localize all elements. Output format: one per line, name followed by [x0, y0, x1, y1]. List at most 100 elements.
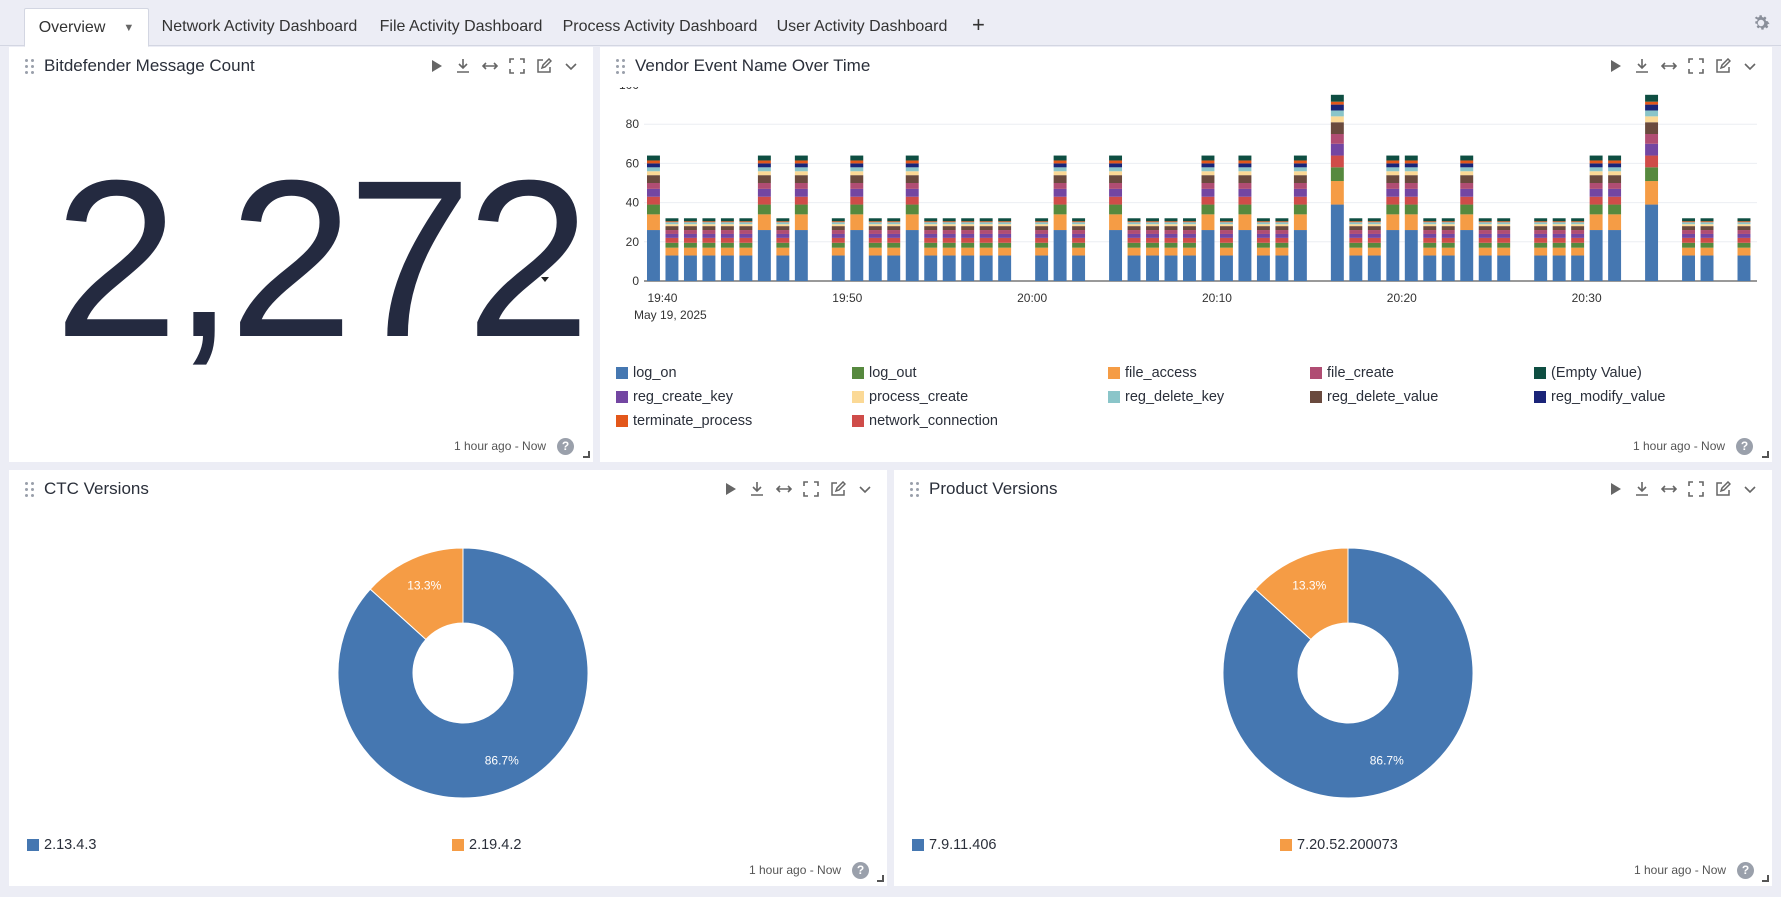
- bar-stack[interactable]: [1053, 155, 1067, 281]
- bar-segment[interactable]: [1035, 230, 1049, 234]
- bar-stack[interactable]: [1423, 218, 1437, 281]
- bar-segment[interactable]: [702, 222, 716, 225]
- bar-segment[interactable]: [1441, 255, 1455, 281]
- bar-segment[interactable]: [1608, 163, 1622, 168]
- bar-segment[interactable]: [1571, 221, 1585, 223]
- bar-segment[interactable]: [1423, 218, 1437, 222]
- bar-segment[interactable]: [887, 222, 901, 225]
- bar-segment[interactable]: [1146, 242, 1159, 248]
- bar-segment[interactable]: [1737, 221, 1751, 223]
- bar-segment[interactable]: [1109, 175, 1123, 183]
- bar-segment[interactable]: [1367, 224, 1381, 227]
- bar-segment[interactable]: [1238, 188, 1252, 197]
- bar-stack[interactable]: [1608, 155, 1622, 281]
- bar-segment[interactable]: [1386, 171, 1400, 176]
- help-icon[interactable]: ?: [852, 862, 869, 879]
- bar-segment[interactable]: [665, 226, 679, 231]
- bar-segment[interactable]: [1330, 110, 1344, 117]
- bar-segment[interactable]: [1109, 204, 1123, 215]
- bar-segment[interactable]: [1275, 255, 1289, 281]
- bar-segment[interactable]: [1275, 218, 1289, 222]
- bar-segment[interactable]: [1737, 218, 1751, 222]
- bar-segment[interactable]: [850, 183, 864, 189]
- bar-stack[interactable]: [1035, 218, 1049, 281]
- edit-icon[interactable]: [1714, 480, 1732, 498]
- bar-segment[interactable]: [1275, 222, 1289, 225]
- bar-segment[interactable]: [1201, 214, 1215, 231]
- bar-segment[interactable]: [1164, 230, 1178, 234]
- bar-segment[interactable]: [1146, 222, 1159, 225]
- bar-segment[interactable]: [1497, 221, 1511, 223]
- bar-segment[interactable]: [1201, 167, 1215, 172]
- bar-segment[interactable]: [924, 237, 938, 243]
- bar-segment[interactable]: [1386, 163, 1400, 168]
- bar-segment[interactable]: [998, 221, 1012, 223]
- bar-segment[interactable]: [1552, 224, 1566, 227]
- resize-handle-icon[interactable]: [1762, 451, 1769, 458]
- bar-segment[interactable]: [1072, 224, 1086, 227]
- bar-segment[interactable]: [1386, 214, 1400, 231]
- bar-segment[interactable]: [942, 233, 956, 238]
- bar-segment[interactable]: [979, 233, 993, 238]
- time-range[interactable]: 1 hour ago - Now: [1634, 863, 1727, 877]
- bar-segment[interactable]: [831, 221, 845, 223]
- bar-segment[interactable]: [1238, 163, 1252, 168]
- bar-stack[interactable]: [1497, 218, 1511, 281]
- bar-segment[interactable]: [1478, 222, 1492, 225]
- bar-segment[interactable]: [887, 226, 901, 231]
- bar-segment[interactable]: [887, 221, 901, 223]
- bar-segment[interactable]: [1423, 226, 1437, 231]
- bar-segment[interactable]: [1367, 255, 1381, 281]
- bar-segment[interactable]: [1146, 226, 1159, 231]
- bar-stack[interactable]: [1219, 218, 1233, 281]
- bar-segment[interactable]: [683, 242, 697, 248]
- bar-segment[interactable]: [1645, 134, 1659, 144]
- bar-segment[interactable]: [683, 226, 697, 231]
- legend-item[interactable]: reg_delete_value: [1310, 389, 1438, 405]
- bar-segment[interactable]: [998, 224, 1012, 227]
- bar-segment[interactable]: [1109, 163, 1123, 168]
- bar-segment[interactable]: [979, 247, 993, 256]
- bar-segment[interactable]: [794, 160, 808, 164]
- bar-segment[interactable]: [1072, 233, 1086, 238]
- bar-segment[interactable]: [1404, 204, 1418, 215]
- expand-horizontal-icon[interactable]: [481, 57, 499, 75]
- resize-handle-icon[interactable]: [583, 451, 590, 458]
- bar-stack[interactable]: [1293, 155, 1307, 281]
- bar-segment[interactable]: [1127, 226, 1141, 231]
- legend-item[interactable]: log_out: [852, 365, 917, 381]
- bar-segment[interactable]: [776, 224, 790, 227]
- bar-segment[interactable]: [1219, 221, 1233, 223]
- bar-segment[interactable]: [1737, 222, 1751, 225]
- bar-segment[interactable]: [794, 230, 808, 281]
- bar-stack[interactable]: [1404, 155, 1418, 281]
- bar-stack[interactable]: [1238, 155, 1252, 281]
- tab-overview[interactable]: Overview ▼: [24, 8, 149, 47]
- bar-segment[interactable]: [942, 226, 956, 231]
- bar-segment[interactable]: [1423, 222, 1437, 225]
- bar-segment[interactable]: [1478, 218, 1492, 222]
- bar-stack[interactable]: [702, 218, 716, 281]
- legend-item[interactable]: process_create: [852, 389, 968, 405]
- bar-segment[interactable]: [1275, 226, 1289, 231]
- chevron-down-icon[interactable]: [562, 57, 580, 75]
- bar-segment[interactable]: [776, 218, 790, 222]
- bar-segment[interactable]: [1164, 247, 1178, 256]
- bar-segment[interactable]: [1183, 237, 1196, 243]
- tab-file-activity[interactable]: File Activity Dashboard: [372, 8, 550, 46]
- bar-segment[interactable]: [979, 237, 993, 243]
- tab-user-activity[interactable]: User Activity Dashboard: [770, 8, 954, 46]
- bar-segment[interactable]: [1478, 226, 1492, 231]
- bar-segment[interactable]: [683, 233, 697, 238]
- bar-segment[interactable]: [1460, 171, 1474, 176]
- bar-segment[interactable]: [1552, 255, 1566, 281]
- bar-segment[interactable]: [647, 167, 660, 172]
- bar-stack[interactable]: [1737, 218, 1751, 281]
- bar-segment[interactable]: [794, 163, 808, 168]
- bar-stack[interactable]: [905, 155, 919, 281]
- bar-segment[interactable]: [1700, 222, 1714, 225]
- legend-item[interactable]: reg_delete_key: [1108, 389, 1224, 405]
- bar-segment[interactable]: [998, 237, 1012, 243]
- bar-segment[interactable]: [757, 160, 771, 164]
- bar-stack[interactable]: [1589, 155, 1603, 281]
